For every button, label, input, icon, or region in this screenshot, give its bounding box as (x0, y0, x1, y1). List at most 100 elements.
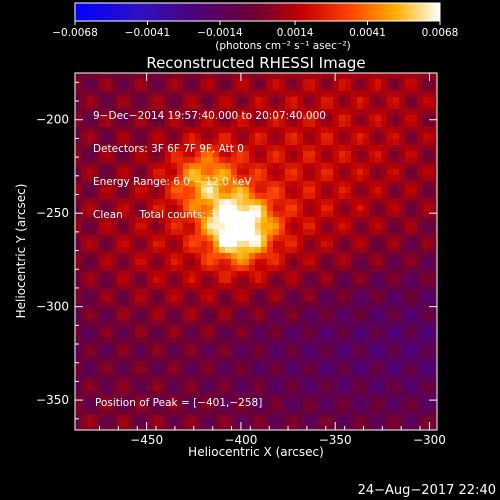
heatmap-cell (333, 355, 339, 361)
heatmap-cell (153, 79, 159, 85)
heatmap-cell (201, 217, 207, 223)
heatmap-cell (75, 289, 81, 295)
heatmap-cell (117, 235, 123, 241)
heatmap-cell (309, 151, 315, 157)
heatmap-cell (291, 79, 297, 85)
heatmap-cell (249, 307, 255, 313)
heatmap-cell (345, 307, 351, 313)
heatmap-cell (87, 115, 93, 121)
heatmap-cell (159, 85, 165, 91)
heatmap-cell (393, 145, 399, 151)
heatmap-cell (129, 235, 135, 241)
heatmap-cell (273, 199, 279, 205)
heatmap-cell (255, 379, 261, 385)
heatmap-cell (387, 133, 393, 139)
heatmap-cell (117, 421, 123, 427)
heatmap-cell (99, 253, 105, 259)
heatmap-cell (423, 313, 429, 319)
heatmap-cell (297, 133, 303, 139)
heatmap-cell (291, 421, 297, 427)
heatmap-cell (165, 199, 171, 205)
heatmap-cell (261, 343, 267, 349)
heatmap-cell (117, 259, 123, 265)
heatmap-cell (189, 325, 195, 331)
heatmap-cell (195, 241, 201, 247)
heatmap-cell (417, 169, 423, 175)
heatmap-cell (255, 349, 261, 355)
heatmap-cell (363, 235, 369, 241)
heatmap-cell (381, 253, 387, 259)
heatmap-cell (243, 385, 249, 391)
heatmap-cell (177, 127, 183, 133)
heatmap-cell (147, 151, 153, 157)
heatmap-cell (93, 199, 99, 205)
heatmap-cell (321, 73, 327, 79)
heatmap-cell (147, 229, 153, 235)
heatmap-cell (231, 331, 237, 337)
heatmap-cell (87, 295, 93, 301)
heatmap-cell (129, 247, 135, 253)
heatmap-cell (129, 343, 135, 349)
heatmap-cell (93, 421, 99, 427)
heatmap-cell (393, 373, 399, 379)
heatmap-cell (363, 241, 369, 247)
heatmap-cell (195, 409, 201, 415)
heatmap-cell (105, 391, 111, 397)
heatmap-cell (429, 283, 435, 289)
heatmap-cell (159, 253, 165, 259)
heatmap-cell (81, 193, 87, 199)
heatmap-cell (315, 109, 321, 115)
heatmap-cell (297, 157, 303, 163)
heatmap-cell (405, 109, 411, 115)
heatmap-cell (423, 247, 429, 253)
heatmap-cell (273, 385, 279, 391)
heatmap-cell (357, 187, 363, 193)
heatmap-cell (237, 151, 243, 157)
heatmap-cell (327, 163, 333, 169)
heatmap-cell (411, 325, 417, 331)
heatmap-cell (369, 169, 375, 175)
heatmap-cell (123, 427, 129, 430)
heatmap-cell (93, 193, 99, 199)
heatmap-cell (87, 337, 93, 343)
heatmap-cell (333, 367, 339, 373)
heatmap-cell (399, 121, 405, 127)
heatmap-cell (399, 139, 405, 145)
heatmap-cell (183, 187, 189, 193)
heatmap-cell (225, 181, 231, 187)
heatmap-cell (153, 193, 159, 199)
heatmap-cell (135, 169, 141, 175)
heatmap-cell (159, 157, 165, 163)
heatmap-cell (303, 115, 309, 121)
heatmap-cell (129, 289, 135, 295)
heatmap-cell (135, 391, 141, 397)
heatmap-cell (423, 331, 429, 337)
heatmap-cell (387, 301, 393, 307)
heatmap-cell (423, 241, 429, 247)
heatmap-cell (399, 133, 405, 139)
heatmap-cell (357, 403, 363, 409)
heatmap-cell (297, 265, 303, 271)
heatmap-cell (111, 115, 117, 121)
heatmap-cell (123, 223, 129, 229)
heatmap-cell (159, 415, 165, 421)
heatmap-cell (159, 295, 165, 301)
heatmap-cell (75, 271, 81, 277)
heatmap-cell (291, 295, 297, 301)
heatmap-cell (297, 409, 303, 415)
heatmap-cell (321, 145, 327, 151)
heatmap-cell (429, 337, 435, 343)
heatmap-cell (129, 349, 135, 355)
heatmap-cell (351, 121, 357, 127)
heatmap-cell (333, 169, 339, 175)
heatmap-cell (141, 253, 147, 259)
heatmap-cell (195, 211, 201, 217)
heatmap-cell (363, 277, 369, 283)
heatmap-cell (231, 265, 237, 271)
heatmap-cell (369, 397, 375, 403)
heatmap-cell (405, 325, 411, 331)
heatmap-cell (123, 367, 129, 373)
heatmap-cell (399, 307, 405, 313)
heatmap-cell (261, 97, 267, 103)
heatmap-cell (87, 79, 93, 85)
